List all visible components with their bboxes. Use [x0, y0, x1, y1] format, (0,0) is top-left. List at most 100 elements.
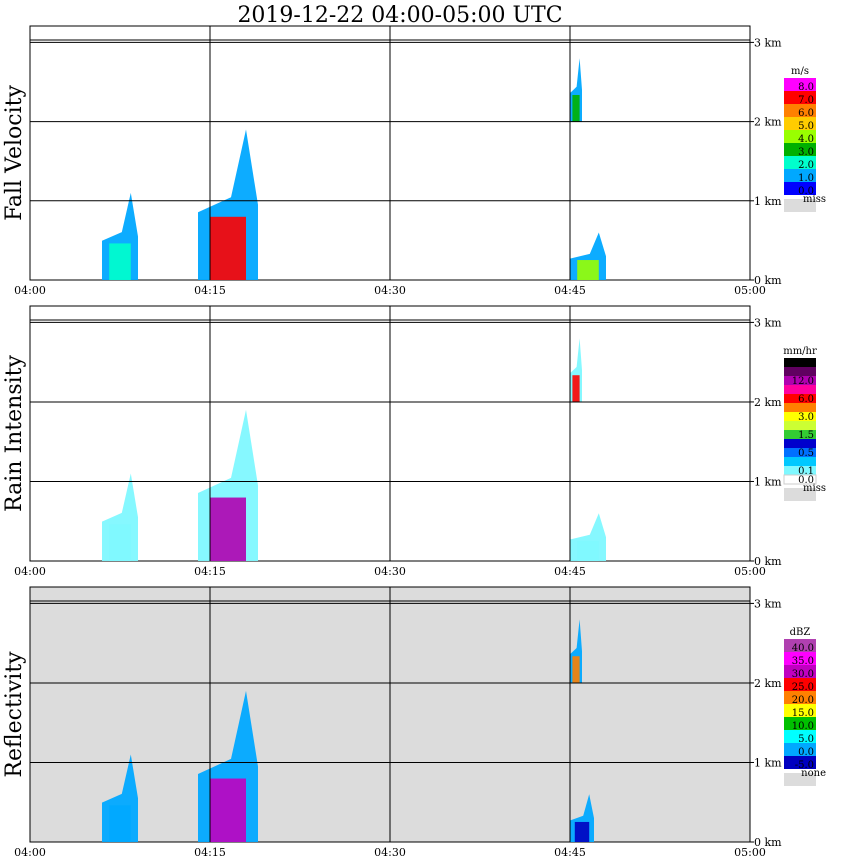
y-tick-label: 3 km: [754, 36, 782, 49]
x-tick-label: 04:15: [194, 284, 226, 297]
legend-label: 1.0: [798, 173, 814, 184]
legend-label: 6.0: [798, 108, 814, 119]
legend-swatch: [784, 376, 816, 385]
event-core-0.1: [577, 540, 599, 561]
legend-label: 6.0: [798, 394, 814, 405]
event-core-20.0: [572, 656, 580, 683]
y-tick-label: 0 km: [754, 555, 782, 568]
x-tick-label: 04:00: [14, 284, 46, 297]
event-core-12.0: [210, 497, 246, 561]
legend-label: 2.0: [798, 160, 814, 171]
legend-label: 5.0: [798, 734, 814, 745]
y-tick-label: 1 km: [754, 475, 782, 488]
event-core-0.1: [109, 524, 131, 561]
legend-unit: mm/hr: [783, 346, 817, 357]
legend-label: 0.1: [798, 466, 814, 477]
legend-swatch: [784, 394, 816, 403]
legend-swatch: [784, 457, 816, 466]
legend-swatch: [784, 358, 816, 367]
panel-title: Reflectivity: [2, 651, 27, 778]
legend-label: 15.0: [792, 708, 814, 719]
legend-swatch: [784, 182, 816, 195]
legend-label: 12.0: [792, 376, 814, 387]
x-tick-label: 05:00: [734, 284, 766, 297]
legend-swatch: [784, 665, 816, 678]
legend-missing-swatch: [784, 488, 816, 501]
legend-missing-swatch: [784, 773, 816, 786]
y-tick-label: 2 km: [754, 396, 782, 409]
legend-label: -5.0: [795, 760, 814, 771]
event-core-3.0: [572, 94, 580, 122]
panel-fall-velocity: 04:00 04:15 04:30 04:45 05:000 km 1 km 2 km 3 k…: [2, 25, 826, 297]
legend-label: 25.0: [792, 682, 814, 693]
x-tick-label: 04:45: [554, 565, 586, 578]
legend-swatch: [784, 730, 816, 743]
x-tick-label: 05:00: [734, 846, 766, 859]
legend-missing-label: miss: [803, 194, 826, 205]
x-tick-label: 04:00: [14, 565, 46, 578]
panel-title: Fall Velocity: [2, 85, 27, 221]
event-core-30.0: [210, 778, 246, 842]
y-tick-label: 2 km: [754, 116, 782, 129]
legend-swatch: [784, 367, 816, 376]
legend-swatch: [784, 678, 816, 691]
legend-swatch: [784, 421, 816, 430]
event-core-7.0: [210, 216, 246, 280]
legend-label: 3.0: [798, 147, 814, 158]
legend-label: 10.0: [792, 721, 814, 732]
x-tick-label: 05:00: [734, 565, 766, 578]
legend-swatch: [784, 652, 816, 665]
legend-swatch: [784, 143, 816, 156]
legend-label: 0.0: [798, 186, 814, 197]
x-tick-label: 04:00: [14, 846, 46, 859]
legend-swatch: [784, 403, 816, 412]
y-tick-label: 3 km: [754, 597, 782, 610]
legend-missing-label: miss: [803, 483, 826, 494]
legend-label: 0.0: [798, 747, 814, 758]
legend-label: 4.0: [798, 134, 814, 145]
legend-label: 30.0: [792, 669, 814, 680]
legend-unit: dBZ: [790, 627, 811, 638]
legend-swatch: [784, 430, 816, 439]
legend-label: 5.0: [798, 121, 814, 132]
y-tick-label: 0 km: [754, 274, 782, 287]
panel-reflectivity: 04:00 04:15 04:30 04:45 05:000 km 1 km 2 km 3 k…: [2, 586, 826, 859]
legend-swatch: [784, 130, 816, 143]
x-tick-label: 04:45: [554, 846, 586, 859]
event-core-0.0: [109, 805, 131, 842]
y-tick-label: 1 km: [754, 756, 782, 769]
legend-missing-label: none: [801, 768, 826, 779]
legend-swatch: [784, 691, 816, 704]
legend-swatch: [783, 474, 817, 485]
legend-swatch: [784, 466, 816, 475]
legend-swatch: [784, 448, 816, 457]
x-tick-label: 04:30: [374, 284, 406, 297]
panel-rain-intensity: 04:00 04:15 04:30 04:45 05:000 km 1 km 2 km 3 k…: [2, 305, 826, 578]
x-tick-label: 04:15: [194, 565, 226, 578]
legend-unit: m/s: [791, 66, 809, 77]
legend-label: 0.5: [798, 448, 814, 459]
legend-label: 3.0: [798, 412, 814, 423]
legend-swatch: [784, 639, 816, 652]
legend-swatch: [784, 91, 816, 104]
legend-label: 0.0: [798, 475, 814, 486]
legend-swatch: [784, 78, 816, 91]
event-core-6.0: [572, 375, 580, 402]
legend-label: 7.0: [798, 95, 814, 106]
legend-swatch: [784, 412, 816, 421]
x-tick-label: 04:30: [374, 565, 406, 578]
y-tick-label: 1 km: [754, 195, 782, 208]
legend-missing-swatch: [784, 199, 816, 212]
legend-swatch: [784, 169, 816, 182]
legend-label: 8.0: [798, 82, 814, 93]
y-tick-label: 2 km: [754, 677, 782, 690]
legend-label: 35.0: [792, 656, 814, 667]
event-core-4.0: [577, 260, 599, 280]
figure-title: 2019-12-22 04:00-05:00 UTC: [237, 3, 562, 28]
event-core--5.0: [574, 821, 590, 842]
event-core-2.0: [109, 243, 131, 280]
y-tick-label: 0 km: [754, 836, 782, 849]
legend-swatch: [784, 704, 816, 717]
x-tick-label: 04:30: [374, 846, 406, 859]
